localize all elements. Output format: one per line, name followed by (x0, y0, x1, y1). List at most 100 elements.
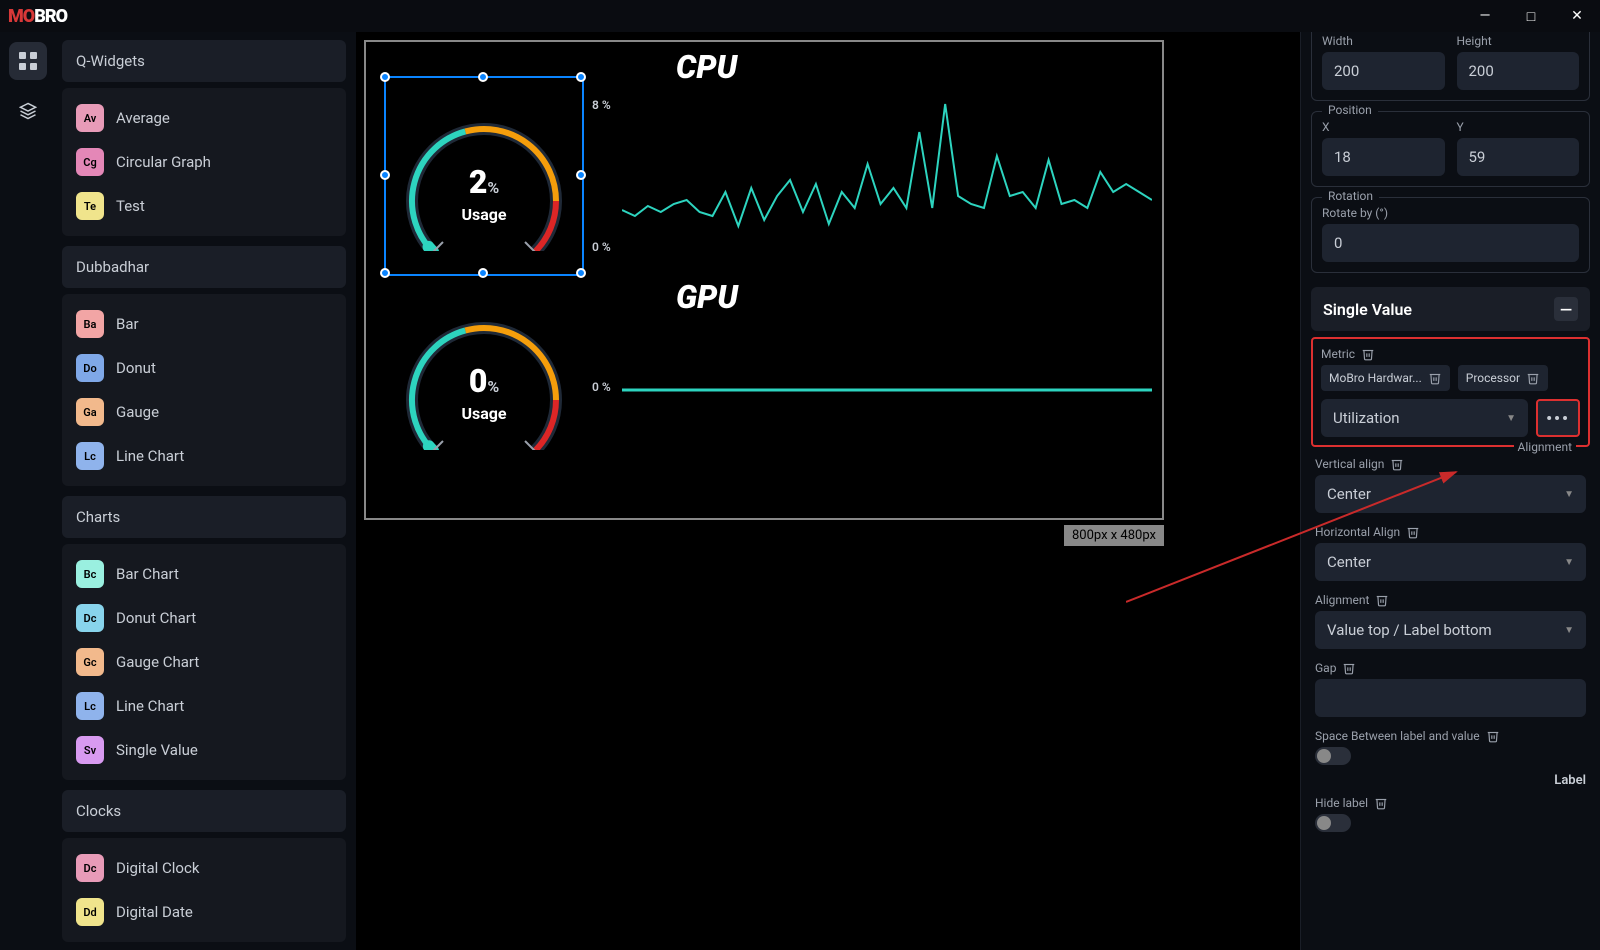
canvas-dimensions-label: 800px x 480px (1064, 525, 1164, 546)
widget-item[interactable]: TeTest (68, 184, 340, 228)
alignment-select[interactable]: Value top / Label bottom▼ (1315, 611, 1586, 649)
rotate-label: Rotate by (°) (1322, 206, 1579, 220)
halign-select[interactable]: Center▼ (1315, 543, 1586, 581)
y-label: Y (1457, 120, 1580, 134)
widget-label: Line Chart (116, 447, 184, 465)
widget-item[interactable]: Lc Line Chart (68, 684, 340, 728)
canvas-area[interactable]: 800px x 480px CPU GPU 2% Usage 0% Usage (356, 32, 1300, 950)
widget-item[interactable]: AvAverage (68, 96, 340, 140)
widget-label: Gauge Chart (116, 653, 199, 671)
rotate-input[interactable] (1322, 224, 1579, 262)
widget-item[interactable]: Gc Gauge Chart (68, 640, 340, 684)
trash-icon[interactable] (1486, 729, 1500, 743)
gpu-gauge-widget[interactable]: 0% Usage (384, 300, 584, 454)
single-value-header[interactable]: Single Value — (1311, 287, 1590, 331)
cpu-title: CPU (676, 48, 737, 86)
close-button[interactable]: ✕ (1554, 0, 1600, 32)
space-label: Space Between label and value (1315, 729, 1586, 743)
y-input[interactable] (1457, 138, 1580, 176)
height-input[interactable] (1457, 52, 1580, 90)
widget-item[interactable]: DcDonut Chart (68, 596, 340, 640)
widget-label: Single Value (116, 741, 198, 759)
cpu-axis-max: 8 % (592, 98, 611, 112)
canvas-frame[interactable]: 800px x 480px CPU GPU 2% Usage 0% Usage (364, 40, 1164, 520)
section-header[interactable]: Charts (62, 496, 346, 538)
trash-icon[interactable] (1375, 593, 1389, 607)
gap-label: Gap (1315, 661, 1586, 675)
widgets-tab-icon[interactable] (9, 42, 47, 80)
selection-handle[interactable] (380, 170, 390, 180)
metric-chip[interactable]: Processor (1458, 365, 1548, 391)
valign-select[interactable]: Center▼ (1315, 475, 1586, 513)
gpu-line-chart[interactable] (622, 380, 1152, 400)
metric-highlight-box: Metric MoBro Hardwar... Processor Utiliza… (1311, 337, 1590, 447)
collapse-icon[interactable]: — (1554, 297, 1578, 321)
widget-item[interactable]: LcLine Chart (68, 434, 340, 478)
app-logo: MOBRO (8, 6, 67, 27)
widget-item[interactable]: BcBar Chart (68, 552, 340, 596)
widget-badge: Bc (76, 560, 104, 588)
gap-input[interactable] (1315, 679, 1586, 717)
widget-item[interactable]: GaGauge (68, 390, 340, 434)
trash-icon[interactable] (1428, 371, 1442, 385)
trash-icon[interactable] (1390, 457, 1404, 471)
selection-handle[interactable] (478, 268, 488, 278)
selection-handle[interactable] (380, 72, 390, 82)
selection-handle[interactable] (478, 72, 488, 82)
width-label: Width (1322, 34, 1445, 48)
metric-select[interactable]: Utilization▼ (1321, 399, 1528, 437)
widget-label: Line Chart (116, 697, 184, 715)
alignment-label: Alignment (1315, 593, 1586, 607)
widget-badge: Sv (76, 736, 104, 764)
selection-handle[interactable] (576, 72, 586, 82)
widget-badge: Lc (76, 692, 104, 720)
rotation-group: Rotation Rotate by (°) (1311, 197, 1590, 273)
widget-badge: Ba (76, 310, 104, 338)
trash-icon[interactable] (1406, 525, 1420, 539)
hide-label-toggle[interactable] (1315, 814, 1351, 832)
left-iconbar (0, 32, 56, 950)
widget-label: Gauge (116, 403, 159, 421)
selection-handle[interactable] (576, 170, 586, 180)
widget-item[interactable]: Sv Single Value (68, 728, 340, 772)
widget-list-panel: Q-Widgets AvAverageCgCircular GraphTeTest… (56, 32, 356, 950)
widget-label: Circular Graph (116, 153, 211, 171)
label-section-label: Label (1315, 773, 1586, 788)
x-input[interactable] (1322, 138, 1445, 176)
gpu-gauge-value: 0 (469, 362, 488, 400)
trash-icon[interactable] (1374, 796, 1388, 810)
metric-chip[interactable]: MoBro Hardwar... (1321, 365, 1450, 391)
properties-panel: Width Height Position X Y (1300, 32, 1600, 950)
selection-box[interactable] (384, 76, 584, 276)
section-header[interactable]: Dubbadhar (62, 246, 346, 288)
selection-handle[interactable] (576, 268, 586, 278)
metric-label: Metric (1321, 347, 1580, 361)
space-toggle[interactable] (1315, 747, 1351, 765)
halign-label: Horizontal Align (1315, 525, 1586, 539)
trash-icon[interactable] (1361, 347, 1375, 361)
metric-more-button[interactable]: ••• (1536, 399, 1580, 437)
selection-handle[interactable] (380, 268, 390, 278)
widget-badge: Gc (76, 648, 104, 676)
widget-label: Bar (116, 315, 139, 333)
width-input[interactable] (1322, 52, 1445, 90)
minimize-button[interactable]: — (1462, 0, 1508, 32)
position-group: Position X Y (1311, 111, 1590, 187)
widget-item[interactable]: DoDonut (68, 346, 340, 390)
trash-icon[interactable] (1342, 661, 1356, 675)
widget-badge: Do (76, 354, 104, 382)
widget-item[interactable]: DcDigital Clock (68, 846, 340, 890)
widget-label: Digital Date (116, 903, 193, 921)
layers-tab-icon[interactable] (9, 92, 47, 130)
widget-badge: Dc (76, 854, 104, 882)
widget-item[interactable]: CgCircular Graph (68, 140, 340, 184)
section-header[interactable]: Q-Widgets (62, 40, 346, 82)
section-header[interactable]: Clocks (62, 790, 346, 832)
titlebar: MOBRO — □ ✕ (0, 0, 1600, 32)
widget-item[interactable]: DdDigital Date (68, 890, 340, 934)
widget-item[interactable]: Ba Bar (68, 302, 340, 346)
maximize-button[interactable]: □ (1508, 0, 1554, 32)
gpu-title: GPU (676, 278, 738, 316)
trash-icon[interactable] (1526, 371, 1540, 385)
cpu-line-chart[interactable] (622, 96, 1152, 256)
